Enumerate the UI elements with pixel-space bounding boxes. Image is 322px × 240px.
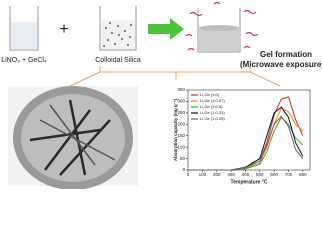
legend-label: Li-Ge (1:0.67) (200, 98, 225, 103)
arrow (148, 18, 184, 40)
legend-label: Li-Ge (1:0.25) (200, 116, 225, 121)
reagent-label: Colloidal Silica (95, 57, 141, 64)
x-tick-label: 100 (199, 172, 207, 177)
gel-sublabel: (Microwave exposure) (240, 60, 322, 69)
y-tick-label: 350 (177, 87, 185, 92)
bracket (69, 66, 281, 87)
x-tick-label: 500 (256, 172, 264, 177)
y-tick-label: 250 (177, 110, 185, 115)
legend-label: Li-Ge (1:0.5) (200, 104, 223, 109)
reagent-label: LiNO₃ + GeCl₄ (1, 57, 47, 64)
plus: + (59, 21, 68, 38)
legend-label: Li-Ge (1:0.33) (200, 110, 225, 115)
series-line (188, 115, 304, 171)
x-tick-label: 800 (299, 172, 307, 177)
tem-image (8, 86, 138, 189)
y-axis-label: Absorption capacity (mg g⁻¹) (173, 98, 178, 161)
x-tick-label: 0 (187, 172, 190, 177)
x-tick-label: 200 (213, 172, 221, 177)
chart: 0 50 100 150 200 250 300 350 0 100 200 300 400 500 600… (173, 87, 311, 185)
y-tick-label: 300 (177, 99, 185, 104)
beaker (99, 6, 137, 51)
x-tick-label: 300 (227, 172, 235, 177)
x-tick-label: 600 (270, 172, 278, 177)
beaker (185, 1, 259, 53)
x-tick-label: 700 (285, 172, 293, 177)
y-tick-label: 0 (182, 167, 185, 172)
x-axis-label: Temperature °C (231, 179, 268, 185)
graphical-abstract: LiNO₃ + GeCl₄ + Colloidal Silica Gel for… (1, 1, 322, 189)
y-tick-label: 200 (177, 121, 185, 126)
y-tick-label: 50 (180, 156, 186, 161)
gel-label: Gel formation (260, 50, 312, 59)
y-tick-label: 100 (177, 144, 185, 149)
y-tick-label: 150 (177, 133, 185, 138)
beaker (9, 6, 39, 51)
legend-label: Li-Ge (1:0) (200, 92, 220, 97)
x-tick-label: 400 (242, 172, 250, 177)
